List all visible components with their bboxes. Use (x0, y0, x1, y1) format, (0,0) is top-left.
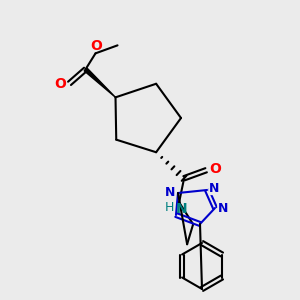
Text: H: H (164, 201, 174, 214)
Text: N: N (209, 182, 219, 194)
Polygon shape (84, 68, 116, 98)
Text: N: N (175, 202, 187, 216)
Text: O: O (91, 39, 102, 53)
Text: O: O (55, 77, 66, 92)
Text: O: O (209, 162, 221, 176)
Text: N: N (165, 185, 175, 199)
Text: N: N (218, 202, 228, 214)
